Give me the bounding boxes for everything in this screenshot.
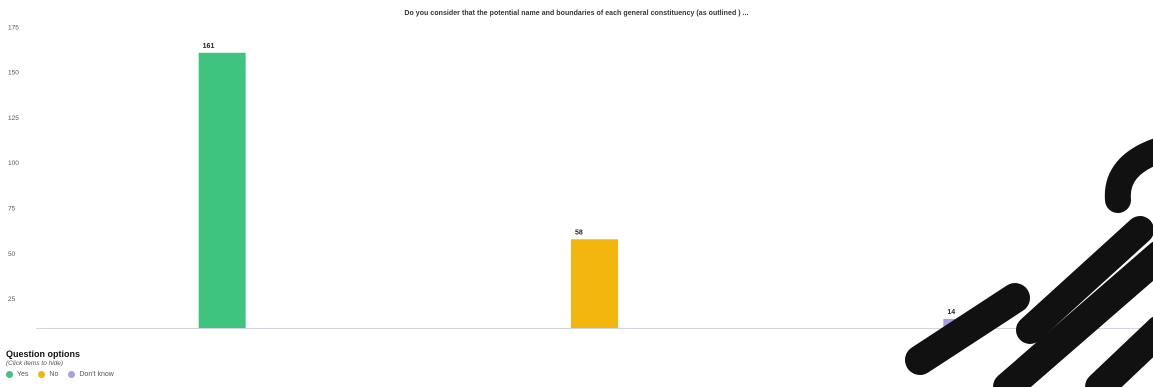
- bar: [943, 318, 991, 328]
- bar-value-label: 58: [575, 229, 583, 236]
- legend-dot-no-icon: [38, 371, 46, 378]
- y-tick-label: 25: [8, 296, 16, 303]
- legend-label-dont-know: Don't know: [79, 371, 114, 378]
- legend-label-yes: Yes: [17, 371, 29, 378]
- y-tick-label: 75: [8, 205, 16, 212]
- legend-title: Question options: [6, 349, 80, 359]
- legend-label-no: No: [49, 371, 59, 378]
- bar-value-label: 161: [203, 43, 215, 50]
- bar: [198, 52, 246, 328]
- legend-dot-dont-know-icon: [68, 371, 76, 378]
- chart-title: Do you consider that the potential name …: [404, 10, 749, 17]
- legend: Question options (Click items to hide) Y…: [6, 349, 114, 378]
- bars-group: [198, 52, 991, 328]
- y-axis-ticks: 25 50 75 100 125 150 175: [8, 24, 19, 303]
- legend-items: Yes No Don't know: [6, 371, 114, 378]
- legend-subtitle: (Click items to hide): [6, 360, 64, 367]
- y-tick-label: 125: [8, 115, 19, 122]
- legend-dot-yes-icon: [6, 371, 13, 378]
- bar: [571, 239, 618, 328]
- y-tick-label: 150: [8, 70, 19, 77]
- y-tick-label: 175: [8, 24, 19, 31]
- bar-value-label: 14: [947, 309, 955, 316]
- y-tick-label: 100: [8, 160, 19, 167]
- legend-item-dont-know[interactable]: Don't know: [68, 371, 114, 378]
- legend-item-yes[interactable]: Yes: [6, 371, 28, 378]
- legend-item-no[interactable]: No: [38, 371, 58, 378]
- y-tick-label: 50: [8, 251, 16, 258]
- bar-chart: 25 50 75 100 125 150 175 161 58 14: [8, 24, 1153, 329]
